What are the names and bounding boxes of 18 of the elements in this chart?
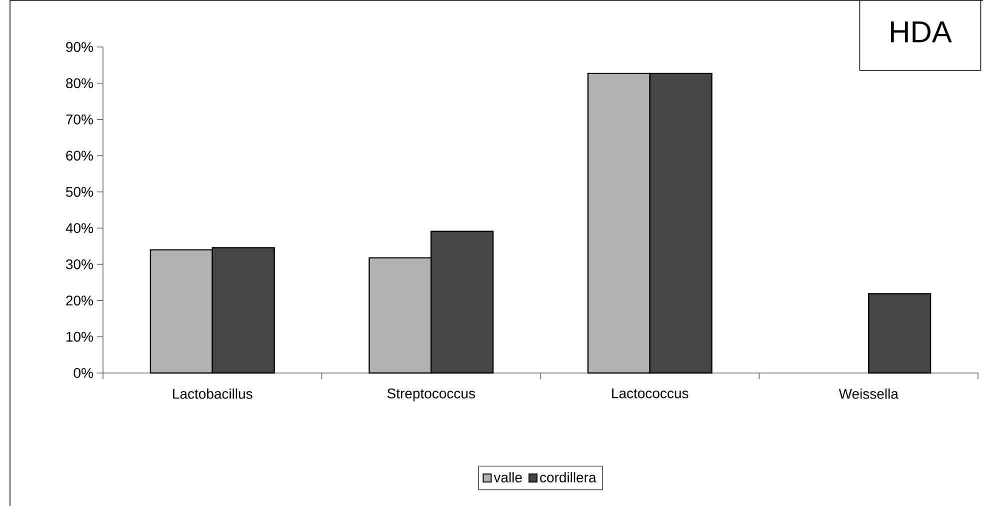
chart-title: HDA [891, 22, 952, 42]
x-tick-label: Weissella [838, 388, 898, 399]
x-tick-label: Lactococcus [612, 388, 688, 398]
y-tick-label: 10% [66, 332, 93, 342]
y-tick-label: 20% [66, 296, 93, 306]
bar [868, 293, 932, 374]
y-tick-label: 80% [66, 78, 93, 88]
y-tick-label: 60% [66, 150, 93, 161]
x-tick-label: Streptococcus [387, 388, 475, 402]
y-tick-label: 90% [66, 42, 93, 52]
y-tick-label: 40% [66, 223, 93, 234]
y-tick-label: 30% [66, 259, 93, 270]
y-tick-label: 70% [66, 114, 93, 124]
legend-label: cordillera [540, 472, 596, 482]
y-tick-label: 0% [74, 368, 93, 378]
y-tick-label: 50% [66, 186, 93, 197]
legend-label: valle [494, 472, 522, 482]
x-tick-label: Lactobacillus [173, 388, 252, 399]
